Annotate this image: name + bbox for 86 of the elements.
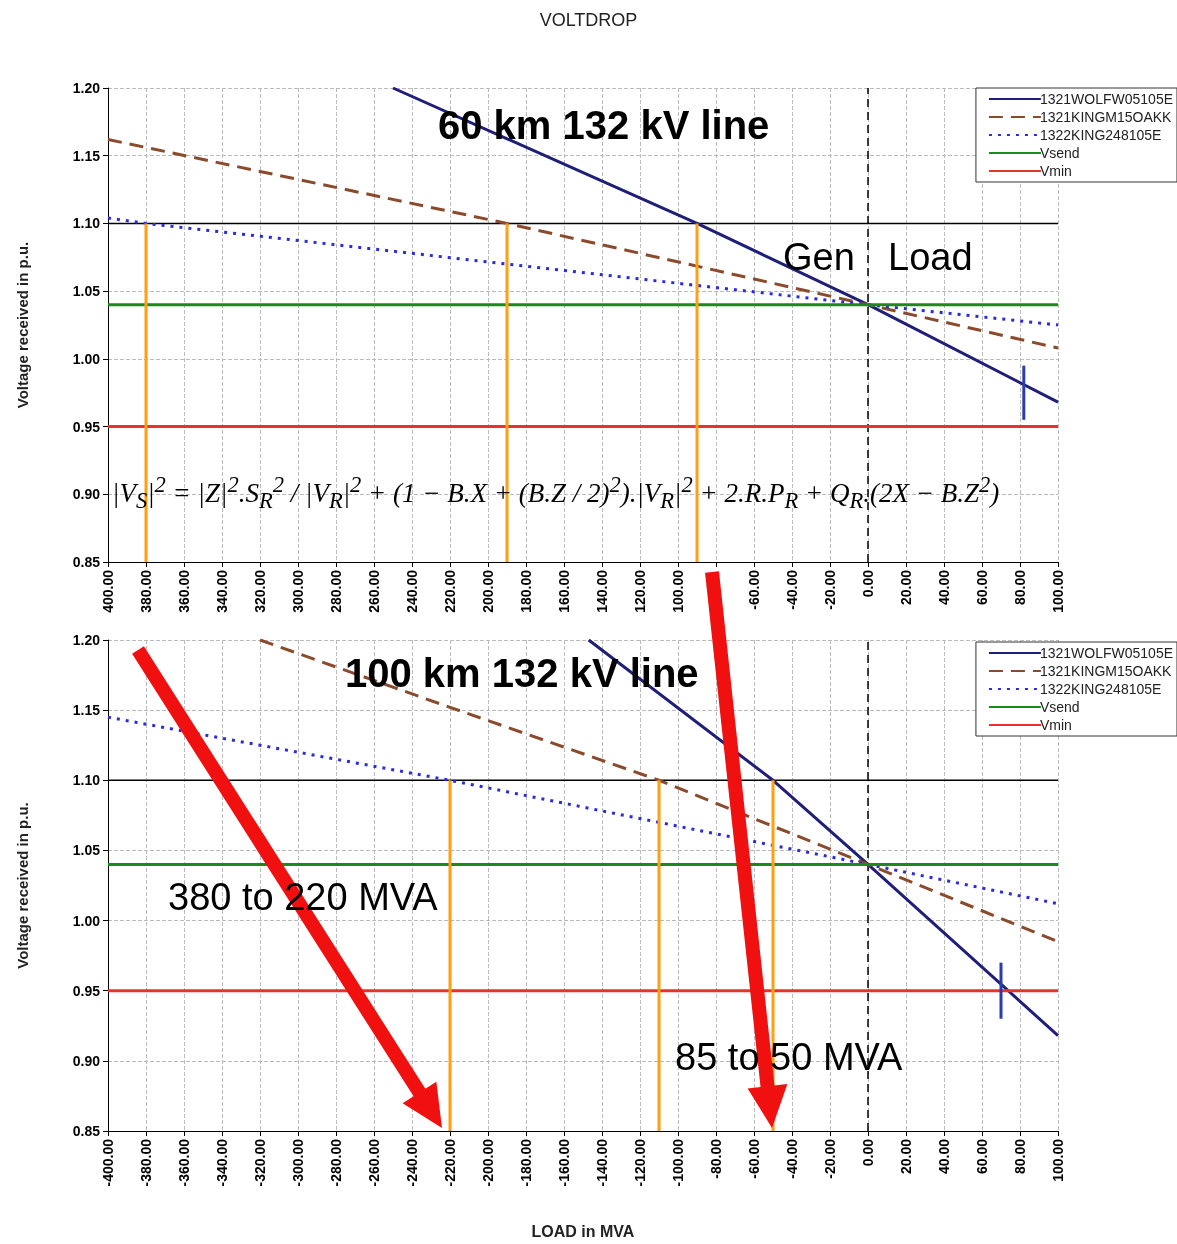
x-tick-label: -340.00 (214, 1138, 230, 1187)
x-tick-label: -60.00 (746, 569, 762, 610)
y-tick-label: 1.05 (72, 283, 101, 300)
y-tick-label: 1.10 (72, 772, 101, 789)
y-tick-label: 0.95 (72, 982, 101, 999)
y-axis-title: Voltage received in p.u. (14, 241, 31, 409)
x-tick-label: -200.00 (480, 1138, 496, 1187)
annotation: Gen (783, 236, 855, 279)
x-tick-label: -180.00 (518, 1138, 534, 1187)
x-tick-label: -220.00 (442, 1138, 458, 1187)
x-tick-label: -100.00 (670, 1138, 686, 1187)
x-tick-label: 360.00 (176, 569, 192, 613)
x-tick-label: -380.00 (138, 1138, 154, 1187)
legend-label: 1321WOLFW05105E (1039, 91, 1174, 107)
x-tick-label: 280.00 (328, 569, 344, 613)
x-tick-label: 380.00 (138, 569, 154, 613)
chart-title: VOLTDROP (539, 10, 638, 30)
x-tick-label: 120.00 (632, 569, 648, 613)
legend-label: Vsend (1039, 699, 1080, 715)
x-tick-label: 60.00 (974, 1138, 990, 1175)
legend-label: 1321KINGM15OAKK (1039, 109, 1173, 125)
y-tick-label: 0.90 (72, 1052, 101, 1069)
y-tick-label: 0.90 (72, 486, 101, 503)
y-tick-label: 1.00 (72, 912, 101, 929)
x-tick-label: 100.00 (1050, 569, 1066, 613)
x-tick-label: 260.00 (366, 569, 382, 613)
x-tick-label: -80.00 (708, 1138, 724, 1179)
x-tick-label: 320.00 (252, 569, 268, 613)
x-tick-label: 80.00 (1012, 1138, 1028, 1175)
y-tick-label: 1.20 (72, 80, 101, 96)
x-tick-label: 180.00 (518, 569, 534, 613)
x-tick-label: -300.00 (290, 1138, 306, 1187)
x-tick-label: -40.00 (784, 1138, 800, 1179)
legend-label: Vmin (1039, 163, 1072, 179)
x-tick-label: 0.00 (860, 569, 876, 598)
x-tick-label: -120.00 (632, 1138, 648, 1187)
x-tick-label: 300.00 (290, 569, 306, 613)
x-tick-label: 160.00 (556, 569, 572, 613)
x-tick-label: 20.00 (898, 569, 914, 606)
x-tick-label: -40.00 (784, 569, 800, 610)
x-tick-label: 340.00 (214, 569, 230, 613)
x-tick-label: -320.00 (252, 1138, 268, 1187)
x-tick-label: 240.00 (404, 569, 420, 613)
legend-label: 1322KING248105E (1039, 681, 1162, 697)
y-tick-label: 1.00 (72, 350, 101, 367)
chart-subtitle: 60 km 132 kV line (438, 103, 770, 147)
x-tick-label: -160.00 (556, 1138, 572, 1187)
x-tick-label: 60.00 (974, 569, 990, 606)
legend-label: 1322KING248105E (1039, 127, 1162, 143)
x-tick-label: -260.00 (366, 1138, 382, 1187)
x-tick-label: 0.00 (860, 1138, 876, 1167)
x-tick-label: 100.00 (1050, 1138, 1066, 1182)
x-tick-label: 100.00 (670, 569, 686, 613)
y-tick-label: 1.15 (72, 702, 101, 719)
x-tick-label: 40.00 (936, 569, 952, 606)
x-tick-label: 220.00 (442, 569, 458, 613)
x-axis-title: LOAD in MVA (531, 1222, 635, 1240)
y-tick-label: 0.85 (72, 554, 101, 570)
legend-label: 1321WOLFW05105E (1039, 645, 1174, 661)
x-tick-label: -280.00 (328, 1138, 344, 1187)
x-tick-label: -20.00 (822, 1138, 838, 1179)
y-tick-label: 0.95 (72, 418, 101, 435)
x-tick-label: 140.00 (594, 569, 610, 613)
x-tick-label: -140.00 (594, 1138, 610, 1187)
chart-title: 100 km 132 kV line (345, 651, 699, 695)
y-tick-label: 1.15 (72, 147, 101, 164)
y-tick-label: 1.20 (72, 632, 101, 648)
x-tick-label: -20.00 (822, 569, 838, 610)
y-tick-label: 1.05 (72, 842, 101, 859)
line-series (106, 216, 1060, 327)
y-axis-title: Voltage received in p.u. (14, 802, 31, 969)
x-tick-label: 40.00 (936, 1138, 952, 1175)
legend-label: Vmin (1039, 717, 1072, 733)
x-tick-label: -360.00 (176, 1138, 192, 1187)
x-tick-label: -60.00 (746, 1138, 762, 1179)
x-tick-label: 200.00 (480, 569, 496, 613)
y-tick-label: 1.10 (72, 215, 101, 232)
x-tick-label: -400.00 (100, 1138, 116, 1187)
annotation: Load (888, 236, 973, 279)
legend-label: Vsend (1039, 145, 1080, 161)
legend-label: 1321KINGM15OAKK (1039, 663, 1173, 679)
x-tick-label: 80.00 (1012, 569, 1028, 606)
x-tick-label: 400.00 (100, 569, 116, 613)
x-tick-label: -240.00 (404, 1138, 420, 1187)
x-tick-label: 20.00 (898, 1138, 914, 1175)
y-tick-label: 0.85 (72, 1123, 101, 1139)
